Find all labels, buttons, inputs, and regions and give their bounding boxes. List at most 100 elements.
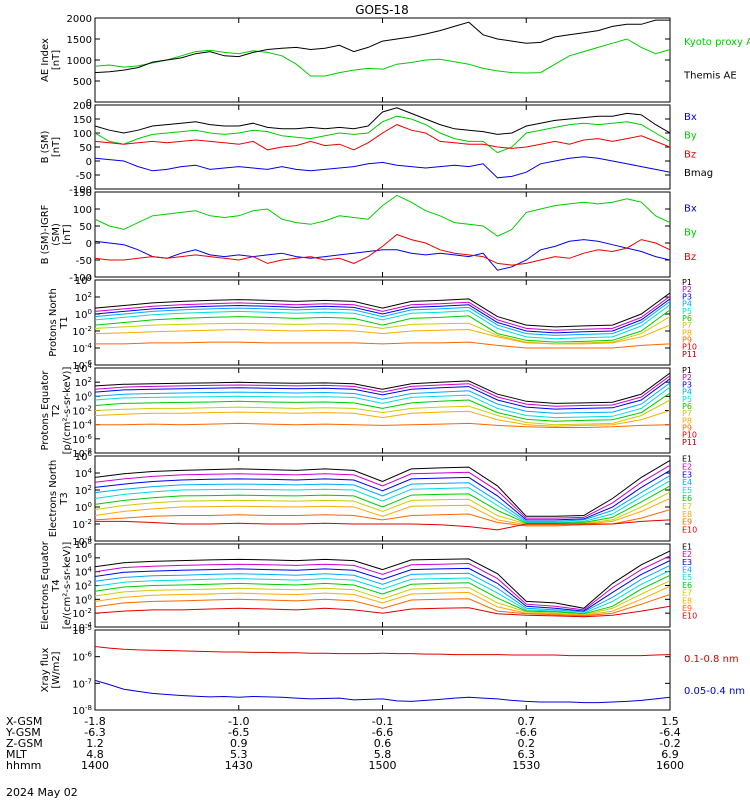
y-tick-label: 1500 xyxy=(67,35,92,46)
x-tick-label: 4.8 xyxy=(86,748,104,761)
y-tick-label: 102 xyxy=(75,580,92,593)
legend-entry: P6 xyxy=(682,402,692,411)
series-line xyxy=(95,646,670,657)
series-line xyxy=(95,375,670,407)
series-line xyxy=(95,519,670,531)
series-group xyxy=(95,107,670,179)
series-line xyxy=(95,422,670,428)
series-group xyxy=(95,646,670,704)
panel: 200 150 100 50 0 -50 -100 B (SM)[nT] Bx By Bz Bmag xyxy=(40,101,713,196)
legend-entry: E7 xyxy=(682,502,692,511)
legend-entry: P4 xyxy=(682,388,692,397)
series-line xyxy=(95,107,670,135)
x-tick-label: -0.2 xyxy=(659,737,680,750)
legend-entry: P1 xyxy=(682,366,692,375)
y-tick-label: 100 xyxy=(75,390,92,403)
y-tick-label: 100 xyxy=(75,501,92,514)
x-tick-label: 1.5 xyxy=(661,715,679,728)
series-line xyxy=(95,560,670,612)
legend-entry: E5 xyxy=(682,486,692,495)
series-line xyxy=(95,555,670,611)
legend-entry: P11 xyxy=(682,350,697,359)
series-line xyxy=(95,124,670,151)
y-tick-label: -50 xyxy=(76,171,92,182)
series-line xyxy=(95,480,670,523)
y-tick-label: 102 xyxy=(75,376,92,389)
series-line xyxy=(95,392,670,422)
y-tick-label: 10-6 xyxy=(72,433,92,446)
series-line xyxy=(95,399,670,426)
y-tick-label: 104 xyxy=(75,274,93,287)
panel-frame xyxy=(94,279,671,366)
series-line xyxy=(95,300,670,336)
y-tick-label: 100 xyxy=(73,129,92,140)
y-tick-label: 10-6 xyxy=(72,359,92,372)
series-line xyxy=(95,485,670,524)
x-tick-label: 5.8 xyxy=(374,748,392,761)
y-tick-label: 50 xyxy=(79,143,92,154)
series-line xyxy=(95,19,670,74)
x-tick-label: 6.3 xyxy=(518,748,536,761)
series-line xyxy=(95,594,670,617)
legend-entry: E4 xyxy=(682,565,692,574)
y-tick-label: 100 xyxy=(73,205,92,216)
series-line xyxy=(95,115,670,154)
y-axis-label: AE Index[nT] xyxy=(40,38,62,82)
series-line xyxy=(95,574,670,615)
legend-entry: E9 xyxy=(682,518,692,527)
legend-entry: P7 xyxy=(682,409,692,418)
x-tick-label: -1.0 xyxy=(228,715,249,728)
x-tick-label: 0.6 xyxy=(374,737,392,750)
legend-entry: P1 xyxy=(682,278,692,287)
legend-entry: By xyxy=(684,131,697,142)
y-tick-label: 10-5 xyxy=(72,624,92,637)
legend-entry: P5 xyxy=(682,307,692,316)
x-tick-label: 0.2 xyxy=(518,737,536,750)
panel: 10-5 10-6 10-7 10-8 Xray flux[W/m2] 0.1-0.8 n… xyxy=(40,624,745,717)
series-line xyxy=(95,292,670,328)
panel: 150 100 50 0 -50 -100 B (SM)-IGRF(SM)[nT] Bx By B… xyxy=(40,188,697,284)
x-tick-label: 1.2 xyxy=(86,737,104,750)
series-line xyxy=(95,382,670,414)
series-line xyxy=(95,372,670,404)
y-tick-label: 200 xyxy=(73,101,92,112)
legend-entry: P9 xyxy=(682,335,692,344)
series-line xyxy=(95,679,670,704)
y-tick-label: 10-4 xyxy=(72,535,92,548)
legend-entry: E9 xyxy=(682,604,692,613)
legend-entry: E1 xyxy=(682,455,692,464)
y-tick-label: -100 xyxy=(69,273,92,284)
legend-entry: P6 xyxy=(682,314,692,323)
series-line xyxy=(95,464,670,519)
series-group xyxy=(95,292,670,349)
y-tick-label: 150 xyxy=(73,115,92,126)
legend-entry: P11 xyxy=(682,438,697,447)
series-line xyxy=(95,156,670,179)
y-axis-label: Protons EquatorT2[p/(cm²-s-sr-keV)] xyxy=(40,367,73,455)
panel-frame xyxy=(94,367,671,454)
series-line xyxy=(95,475,670,522)
y-axis-label: Protons NorthT1 xyxy=(48,288,70,357)
y-tick-label: 2000 xyxy=(67,14,92,25)
date-label: 2024 May 02 xyxy=(6,786,78,799)
y-tick-label: -100 xyxy=(69,185,92,196)
y-tick-label: 10-2 xyxy=(72,405,92,418)
series-line xyxy=(95,569,670,614)
legend-entry: 0.05-0.4 nm xyxy=(684,686,745,697)
legend-entry: E5 xyxy=(682,573,692,582)
y-axis-label: Xray flux[W/m2] xyxy=(40,648,62,693)
y-tick-label: 100 xyxy=(75,593,92,606)
y-tick-label: 108 xyxy=(75,538,92,551)
y-tick-label: 10-2 xyxy=(72,325,92,338)
x-tick-label: -6.6 xyxy=(372,726,393,739)
x-axis-row-label: X-GSM xyxy=(6,715,42,728)
panel-frame xyxy=(94,629,671,711)
legend-entry: P3 xyxy=(682,292,692,301)
y-tick-label: 10-8 xyxy=(72,704,92,717)
series-line xyxy=(95,295,670,331)
